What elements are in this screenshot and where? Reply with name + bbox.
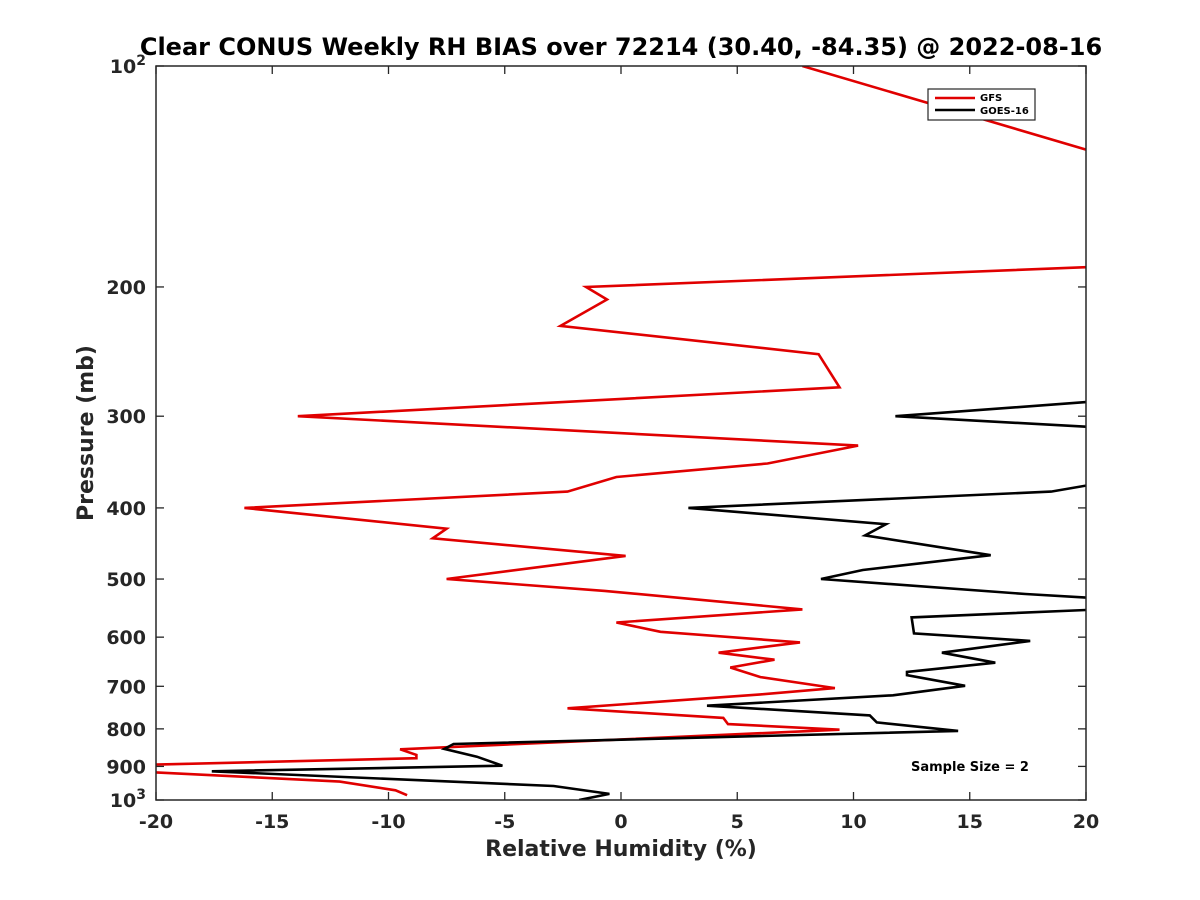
y-tick-label: 102 [110, 53, 146, 78]
y-tick-label: 103 [110, 787, 146, 812]
y-axis-label: Pressure (mb) [74, 345, 99, 521]
x-tick-label: 0 [614, 811, 627, 833]
chart-title: Clear CONUS Weekly RH BIAS over 72214 (3… [140, 33, 1102, 61]
y-tick-label: 300 [106, 406, 146, 428]
y-tick-label: 500 [106, 569, 146, 591]
x-tick-label: -15 [255, 811, 289, 833]
y-tick-label: 700 [106, 676, 146, 698]
y-tick-label: 900 [106, 756, 146, 778]
y-tick-label: 600 [106, 627, 146, 649]
y-tick-label: 400 [106, 498, 146, 520]
legend-label-goes16: GOES-16 [980, 106, 1029, 117]
x-axis-label: Relative Humidity (%) [485, 837, 757, 862]
y-tick-label: 200 [106, 277, 146, 299]
sample-size-annotation: Sample Size = 2 [911, 760, 1029, 775]
series-lines [156, 66, 1086, 800]
x-tick-label: 10 [840, 811, 866, 833]
x-tick-label: 15 [957, 811, 983, 833]
y-axis: 102 200 300 400 500 600 700 800 900 103 [106, 53, 1086, 812]
legend-box [927, 88, 1036, 121]
x-tick-label: -20 [139, 811, 173, 833]
x-tick-label: 20 [1073, 811, 1099, 833]
series-line-goes16 [211, 400, 1086, 800]
legend: GFS GOES-16 [927, 88, 1036, 121]
x-axis: -20 -15 -10 -5 0 5 10 15 20 [139, 66, 1099, 833]
legend-label-gfs: GFS [980, 93, 1002, 104]
y-tick-label: 800 [106, 719, 146, 741]
x-tick-label: 5 [731, 811, 744, 833]
x-tick-label: -10 [371, 811, 405, 833]
x-tick-label: -5 [494, 811, 515, 833]
